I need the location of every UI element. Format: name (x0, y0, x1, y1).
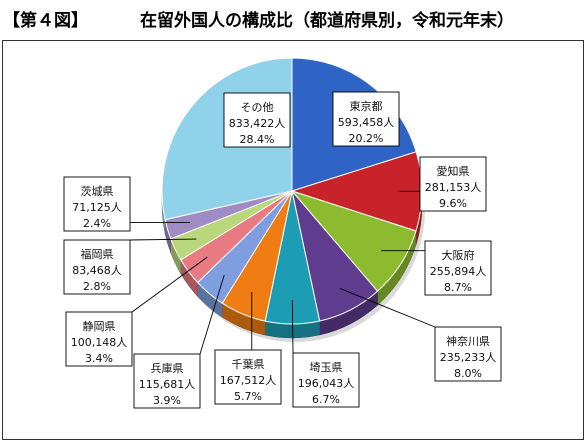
slice-label-count-10: 71,125人 (72, 201, 122, 214)
slice-label-name-4: 神奈川県 (446, 334, 490, 348)
label-box-7 (133, 353, 201, 409)
leader-line-5 (291, 300, 294, 354)
slice-label-percent-3: 8.7% (444, 281, 472, 294)
label-box-10 (63, 176, 131, 232)
slice-label-count-5: 196,043人 (298, 377, 355, 390)
slice-label-name-6: 千葉県 (232, 357, 265, 371)
label-box-8 (65, 311, 133, 367)
slice-label-percent-6: 5.7% (234, 390, 262, 403)
slice-label-percent-8: 3.4% (85, 352, 113, 365)
slice-label-name-5: 埼玉県 (310, 360, 343, 374)
slice-label-count-2: 281,153人 (425, 181, 482, 194)
slice-label-percent-10: 2.4% (83, 217, 111, 230)
slice-label-name-8: 静岡県 (83, 319, 116, 333)
leader-line-4 (339, 288, 436, 328)
slice-label-name-11: その他 (241, 101, 274, 114)
slice-label-percent-2: 9.6% (439, 197, 467, 210)
chart-title: 在留外国人の構成比（都道府県別，令和元年末） (140, 11, 514, 31)
leader-line-9 (129, 238, 197, 241)
pie-chart: 東京都 593,458人 20.2% 愛知県 281,153人 9.6% 大阪府 255,89… (63, 57, 502, 409)
label-box-3 (424, 240, 492, 296)
slice-label-name-7: 兵庫県 (151, 361, 184, 375)
slice-label-count-11: 833,422人 (229, 117, 286, 130)
slice-label-count-3: 255,894人 (430, 265, 487, 278)
slice-label-count-6: 167,512人 (220, 374, 277, 387)
slice-label-percent-5: 6.7% (312, 393, 340, 406)
slice-label-name-9: 福岡県 (81, 247, 114, 261)
slice-label-name-3: 大阪府 (442, 248, 475, 262)
slice-label-percent-9: 2.8% (83, 280, 111, 293)
slice-label-name-2: 愛知県 (437, 164, 470, 178)
label-box-6 (214, 349, 282, 405)
label-box-5 (292, 352, 360, 408)
chart-frame: 東京都 593,458人 20.2% 愛知県 281,153人 9.6% 大阪府 255,89… (2, 40, 584, 440)
slice-label-count-1: 593,458人 (338, 116, 395, 129)
figure-label: 【第４図】 (3, 11, 88, 31)
leader-line-8 (131, 256, 208, 313)
slice-label-name-1: 東京都 (350, 99, 383, 113)
label-box-1 (332, 91, 400, 147)
slice-label-name-10: 茨城県 (81, 184, 114, 198)
slice-label-count-8: 100,148人 (71, 336, 128, 349)
label-box-11 (223, 92, 291, 148)
slice-label-count-7: 115,681人 (139, 378, 196, 391)
label-box-4 (434, 326, 502, 382)
slice-label-count-9: 83,468人 (72, 264, 122, 277)
slice-label-percent-4: 8.0% (454, 367, 482, 380)
slice-label-percent-11: 28.4% (240, 133, 275, 146)
label-box-9 (63, 239, 131, 295)
slice-label-percent-1: 20.2% (349, 132, 384, 145)
slice-label-count-4: 235,233人 (440, 351, 497, 364)
leader-line-7 (199, 275, 225, 355)
slice-label-percent-7: 3.9% (153, 394, 181, 407)
label-box-2 (419, 156, 487, 212)
